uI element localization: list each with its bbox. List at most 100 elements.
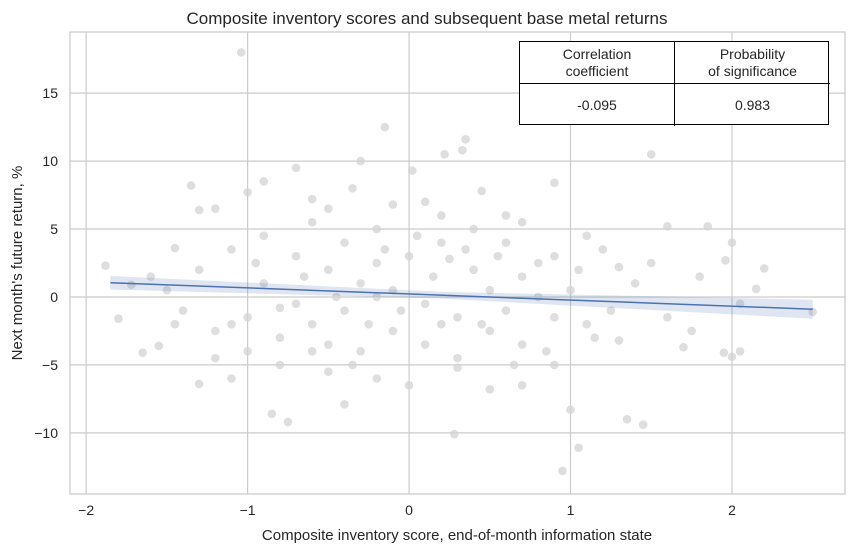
data-point (356, 156, 365, 166)
data-point (162, 285, 172, 295)
data-point (420, 299, 430, 309)
data-point (146, 272, 156, 281)
data-point (420, 340, 430, 349)
data-point (663, 313, 672, 322)
data-point (485, 285, 495, 295)
data-point (449, 429, 459, 439)
data-point (614, 336, 624, 345)
stats-table: Correlation coefficient Probability of s… (519, 41, 830, 126)
data-point (550, 360, 559, 370)
x-tick-label: 1 (567, 502, 575, 518)
data-point (606, 306, 616, 315)
data-point (332, 292, 341, 302)
regression (110, 275, 813, 319)
data-point (622, 414, 632, 424)
data-point (469, 224, 478, 234)
data-point (695, 272, 704, 281)
data-point (348, 183, 357, 193)
data-point (243, 347, 252, 356)
data-point (372, 374, 382, 383)
data-point (283, 417, 293, 427)
data-point (727, 352, 737, 362)
data-point (630, 279, 640, 288)
data-point (703, 222, 713, 231)
data-point (663, 222, 672, 231)
data-point (364, 319, 373, 329)
data-point (307, 319, 317, 329)
data-point (291, 299, 301, 309)
data-point (243, 313, 252, 322)
data-point (582, 231, 591, 241)
data-point (275, 303, 285, 313)
y-axis-label: Next month's future return, % (9, 166, 26, 361)
data-point (227, 319, 236, 329)
data-point (453, 313, 462, 322)
data-point (751, 284, 761, 294)
data-point (566, 285, 575, 295)
data-point (721, 255, 730, 265)
data-point (574, 265, 583, 275)
data-point (509, 360, 519, 370)
data-point (458, 145, 467, 155)
data-point (469, 265, 478, 275)
data-point (194, 205, 204, 215)
chart-title: Composite inventory scores and subsequen… (187, 9, 668, 28)
data-point (440, 149, 449, 159)
data-point (550, 251, 559, 261)
data-point (348, 360, 357, 370)
data-point (340, 400, 349, 409)
data-point (550, 313, 559, 322)
data-point (388, 200, 398, 209)
data-point (307, 194, 317, 204)
data-point (590, 333, 600, 343)
data-point (407, 166, 417, 175)
value-correlation: -0.095 (520, 84, 675, 126)
data-point (461, 245, 470, 254)
data-point (719, 348, 729, 357)
data-point (542, 347, 551, 356)
y-tick-label: −10 (34, 425, 58, 441)
data-point (194, 379, 204, 389)
data-point (324, 265, 333, 275)
data-point (186, 181, 196, 190)
data-point (550, 178, 559, 188)
data-point (101, 261, 110, 271)
y-tick-label: 15 (42, 85, 58, 101)
data-point (437, 238, 446, 247)
data-point (340, 306, 349, 315)
data-point (372, 258, 382, 268)
data-point (493, 251, 503, 261)
data-point (646, 149, 656, 159)
data-point (477, 186, 487, 196)
data-point (517, 340, 527, 349)
data-point (356, 279, 365, 288)
x-tick-label: −1 (240, 502, 256, 518)
data-point (646, 258, 656, 268)
data-point (154, 341, 164, 351)
data-point (501, 238, 511, 247)
data-point (324, 340, 333, 349)
data-point (227, 245, 236, 254)
data-point (396, 306, 406, 315)
data-point (485, 326, 495, 336)
regression-line (110, 281, 813, 310)
data-point (307, 347, 317, 356)
data-point (170, 319, 180, 329)
data-point (517, 272, 527, 281)
y-tick-label: 5 (50, 221, 58, 237)
data-point (227, 374, 236, 383)
data-point (324, 367, 333, 377)
y-tick-label: 10 (42, 153, 58, 169)
data-point (445, 254, 454, 264)
data-point (138, 348, 147, 357)
data-point (574, 443, 583, 453)
data-point (485, 385, 495, 394)
data-point (275, 360, 285, 370)
data-point (558, 466, 567, 476)
data-point (517, 380, 527, 390)
data-point (243, 188, 252, 197)
data-point (170, 243, 180, 253)
data-point (259, 177, 269, 186)
